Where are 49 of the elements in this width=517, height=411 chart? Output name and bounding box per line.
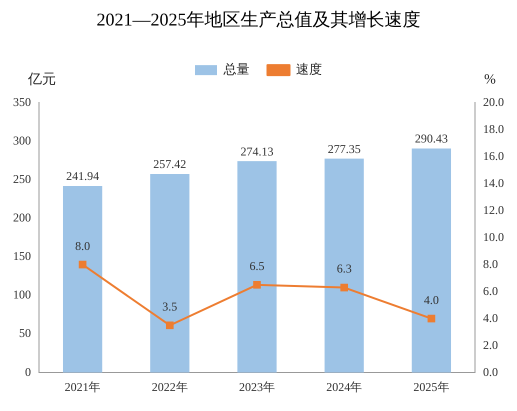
data-label: 8.0: [75, 238, 90, 253]
chart-title: 2021—2025年地区生产总值及其增长速度: [96, 10, 420, 30]
y-tick-label: 50: [19, 326, 31, 340]
data-label: 274.13: [240, 144, 274, 158]
data-label: 290.43: [414, 132, 448, 146]
bar: [150, 174, 190, 373]
y2-tick-label: 10.0: [483, 230, 504, 244]
data-label: 241.94: [66, 169, 100, 184]
point: [253, 281, 261, 289]
data-label: 277.35: [328, 142, 361, 156]
y-tick-label: 0: [25, 364, 31, 379]
x-tick-label: 2021年: [64, 380, 101, 394]
y2-tick-label: 4.0: [483, 310, 498, 325]
y-axis-title: 亿元: [27, 71, 56, 88]
y2-tick-label: 20.0: [483, 94, 504, 109]
point: [340, 284, 348, 292]
legend-label: 速度: [296, 62, 322, 77]
data-label: 6.3: [336, 262, 352, 276]
y-tick-label: 200: [13, 210, 31, 224]
point: [78, 260, 86, 268]
y2-tick-label: 18.0: [483, 122, 504, 136]
y2-tick-label: 8.0: [483, 256, 498, 271]
point: [166, 322, 174, 330]
data-label: 3.5: [162, 300, 178, 314]
x-tick-label: 2024年: [326, 380, 362, 394]
y-tick-label: 300: [13, 133, 31, 148]
bar: [62, 186, 102, 373]
y-tick-label: 250: [13, 172, 31, 186]
legend-label: 总量: [222, 62, 250, 77]
y2-tick-label: 14.0: [483, 176, 504, 190]
x-tick-label: 2023年: [239, 380, 275, 394]
y-tick-label: 100: [13, 288, 31, 302]
y-tick-label: 150: [13, 249, 31, 264]
y2-axis-title: %: [484, 72, 496, 88]
data-label: 257.42: [153, 157, 186, 172]
y-tick-label: 350: [13, 94, 31, 109]
bar: [237, 161, 277, 373]
y2-tick-label: 6.0: [483, 284, 498, 298]
x-tick-label: 2022年: [152, 380, 188, 394]
y2-tick-label: 2.0: [483, 338, 498, 352]
x-tick-label: 2025年: [413, 380, 450, 394]
y2-tick-label: 0.0: [483, 364, 498, 379]
bar: [324, 158, 364, 373]
bar: [412, 148, 452, 373]
data-label: 4.0: [424, 292, 439, 307]
data-label: 6.5: [250, 259, 264, 274]
y2-tick-label: 12.0: [483, 202, 504, 217]
point: [428, 314, 436, 322]
y2-tick-label: 16.0: [483, 148, 504, 163]
